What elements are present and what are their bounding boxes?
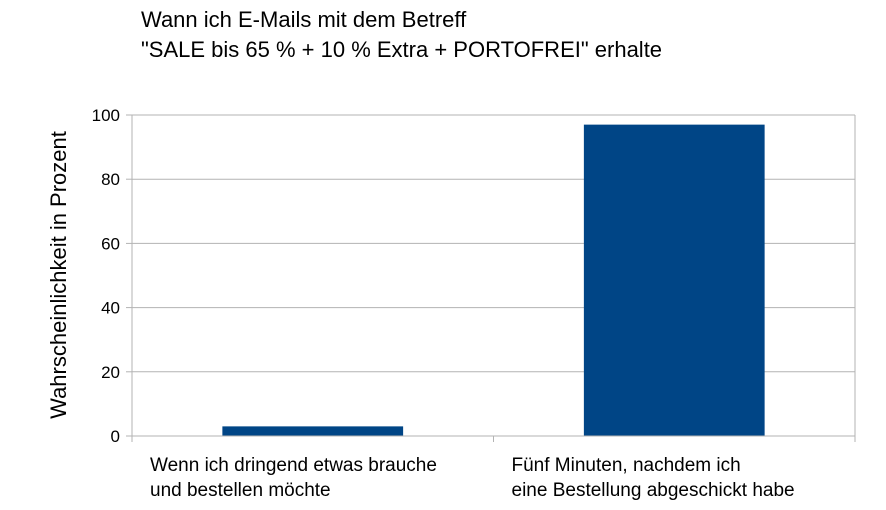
- y-tick-label-60: 60: [101, 234, 120, 253]
- y-tick-label-20: 20: [101, 363, 120, 382]
- y-tick-label-0: 0: [111, 427, 120, 446]
- y-tick-label-40: 40: [101, 299, 120, 318]
- chart-title-line-2: "SALE bis 65 % + 10 % Extra + PORTOFREI"…: [141, 37, 662, 62]
- x-category-label-1-line-2: und bestellen möchte: [150, 480, 331, 501]
- chart-title: Wann ich E-Mails mit dem Betreff "SALE b…: [141, 7, 662, 62]
- y-tick-label-100: 100: [92, 106, 120, 125]
- x-category-label-2-line-1: Fünf Minuten, nachdem ich: [512, 455, 741, 476]
- y-axis-title: Wahrscheinlichkeit in Prozent: [46, 131, 71, 419]
- chart-title-line-1: Wann ich E-Mails mit dem Betreff: [141, 7, 467, 32]
- y-axis-ticks: 0 20 40 60 80 100: [92, 106, 132, 446]
- x-category-label-2-line-2: eine Bestellung abgeschickt habe: [512, 480, 795, 501]
- bar-2: [583, 124, 765, 436]
- x-category-label-1-line-1: Wenn ich dringend etwas brauche: [150, 455, 437, 476]
- y-tick-label-80: 80: [101, 170, 120, 189]
- x-axis-category-labels: Wenn ich dringend etwas brauche und beste…: [150, 455, 795, 501]
- bars: [222, 124, 765, 436]
- axes: [131, 115, 856, 442]
- bar-1: [222, 426, 404, 436]
